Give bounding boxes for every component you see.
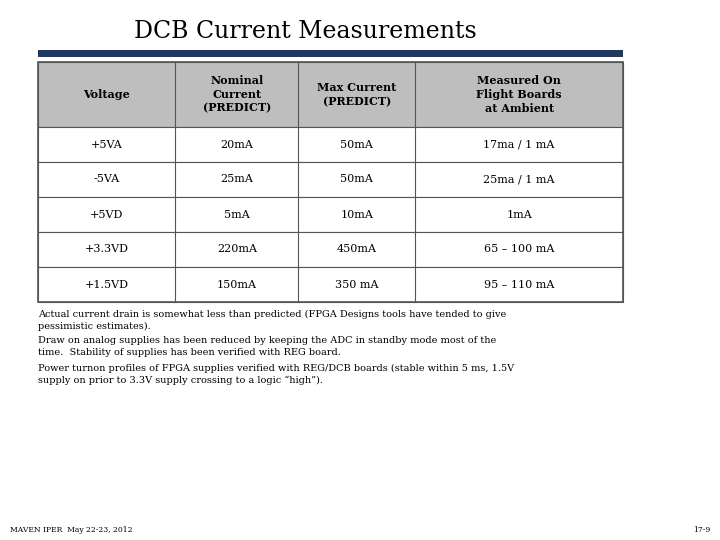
Bar	[38, 127, 623, 162]
Bar	[38, 62, 623, 127]
Bar	[38, 197, 623, 232]
Text: DCB Current Measurements: DCB Current Measurements	[134, 21, 477, 44]
Bar	[38, 62, 623, 302]
Text: Draw on analog supplies has been reduced by keeping the ADC in standby mode most: Draw on analog supplies has been reduced…	[38, 336, 496, 357]
Text: 350 mA: 350 mA	[335, 280, 379, 289]
Bar	[38, 162, 623, 197]
Text: 220mA: 220mA	[217, 245, 257, 254]
Text: -5VA: -5VA	[94, 174, 120, 185]
Text: Measured On
Flight Boards
at Ambient: Measured On Flight Boards at Ambient	[477, 75, 562, 114]
Text: 25ma / 1 mA: 25ma / 1 mA	[483, 174, 555, 185]
Text: 5mA: 5mA	[224, 210, 250, 219]
Text: 17ma / 1 mA: 17ma / 1 mA	[483, 139, 555, 150]
Text: MAVEN IPER  May 22-23, 2012: MAVEN IPER May 22-23, 2012	[10, 526, 132, 534]
Text: 450mA: 450mA	[337, 245, 377, 254]
Text: +5VD: +5VD	[90, 210, 123, 219]
Text: Actual current drain is somewhat less than predicted (FPGA Designs tools have te: Actual current drain is somewhat less th…	[38, 310, 506, 331]
Text: 50mA: 50mA	[341, 139, 373, 150]
Text: Power turnon profiles of FPGA supplies verified with REG/DCB boards (stable with: Power turnon profiles of FPGA supplies v…	[38, 364, 514, 386]
Text: 10mA: 10mA	[341, 210, 373, 219]
Text: Max Current
(PREDICT): Max Current (PREDICT)	[318, 82, 397, 107]
Bar	[38, 50, 623, 57]
Text: +5VA: +5VA	[91, 139, 122, 150]
Text: 95 – 110 mA: 95 – 110 mA	[484, 280, 554, 289]
Text: 50mA: 50mA	[341, 174, 373, 185]
Text: 65 – 100 mA: 65 – 100 mA	[484, 245, 554, 254]
Text: 150mA: 150mA	[217, 280, 257, 289]
Text: +1.5VD: +1.5VD	[85, 280, 129, 289]
Bar	[38, 232, 623, 267]
Text: 1mA: 1mA	[506, 210, 532, 219]
Text: 25mA: 25mA	[220, 174, 253, 185]
Text: Nominal
Current
(PREDICT): Nominal Current (PREDICT)	[203, 75, 271, 114]
Text: 20mA: 20mA	[220, 139, 253, 150]
Text: 17-9: 17-9	[693, 526, 710, 534]
Text: +3.3VD: +3.3VD	[85, 245, 129, 254]
Text: Voltage: Voltage	[84, 89, 130, 100]
Bar	[38, 267, 623, 302]
